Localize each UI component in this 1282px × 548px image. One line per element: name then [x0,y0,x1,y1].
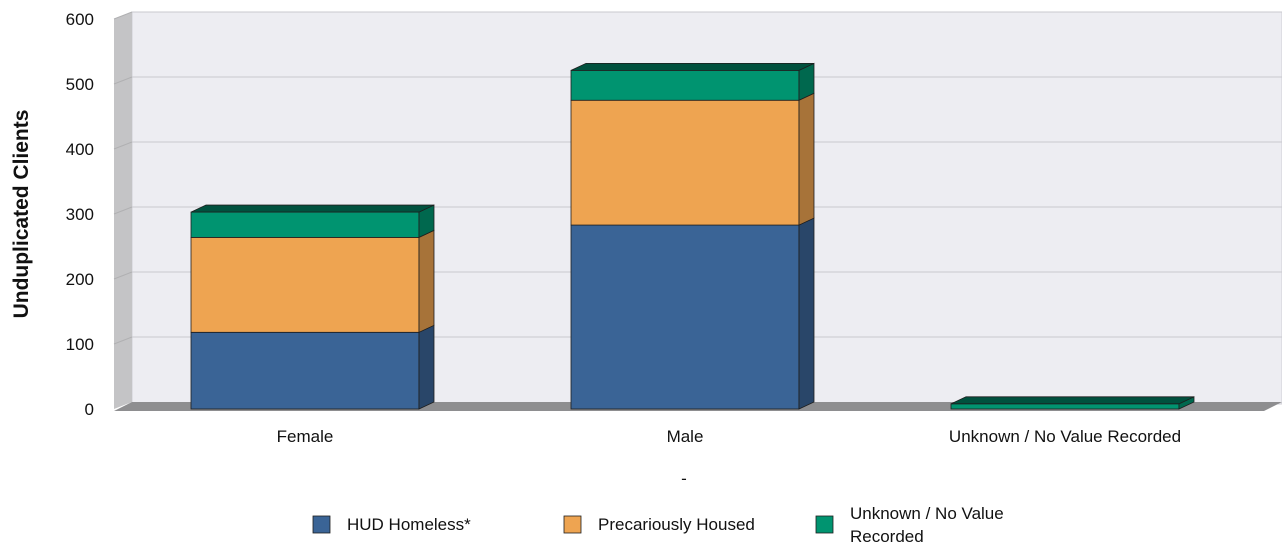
bar-top [950,396,1195,405]
y-tick-label: 500 [66,75,94,94]
x-axis-title: - [681,469,687,488]
bar-segment [190,331,420,410]
legend-label: Precariously Housed [598,515,755,534]
legend-item: Precariously Housed [563,515,755,534]
bar-segment [570,99,800,226]
bar-top [190,204,435,213]
bar-group-female [190,204,435,410]
bar-segment-side [418,229,435,333]
legend-swatch [815,515,834,534]
x-category-label: Female [277,427,334,446]
y-axis-title: Unduplicated Clients [10,110,33,319]
legend: HUD Homeless* Precariously Housed Unknown … [312,504,1004,546]
gridline-wall [113,206,133,215]
x-axis-category-labels: Female Male Unknown / No Value Recorded [277,427,1181,446]
y-axis-ticks: 0 100 200 300 400 500 600 [66,10,94,419]
legend-item: Unknown / No Value Recorded [815,504,1004,546]
bar-group-male [570,62,815,410]
y-tick-label: 400 [66,140,94,159]
x-category-label: Male [667,427,704,446]
x-category-label: Unknown / No Value Recorded [949,427,1181,446]
bars [190,62,1195,410]
legend-label: HUD Homeless* [347,515,471,534]
bar-segment-side [418,324,435,410]
legend-item: HUD Homeless* [312,515,471,534]
legend-label: Recorded [850,527,924,546]
bar-segment [570,69,800,101]
bar-segment [190,211,420,238]
y-tick-label: 100 [66,335,94,354]
bar-segment-side [798,217,815,410]
y-tick-label: 0 [85,400,94,419]
bar-group-unknown-no-value-recorded [950,396,1195,410]
bar-top [570,62,815,71]
gridline-wall [113,336,133,345]
bar-segment-side [798,92,815,226]
y-tick-label: 300 [66,205,94,224]
gridline-wall [113,11,133,20]
bar-segment [570,224,800,410]
legend-label: Unknown / No Value [850,504,1004,523]
bar-segment [190,236,420,333]
legend-swatch [563,515,582,534]
gridline-wall [113,76,133,85]
y-tick-label: 200 [66,270,94,289]
gridline-wall [113,141,133,150]
legend-swatch [312,515,331,534]
gridline-wall [113,271,133,280]
y-tick-label: 600 [66,10,94,29]
bar-segment [950,403,1180,410]
